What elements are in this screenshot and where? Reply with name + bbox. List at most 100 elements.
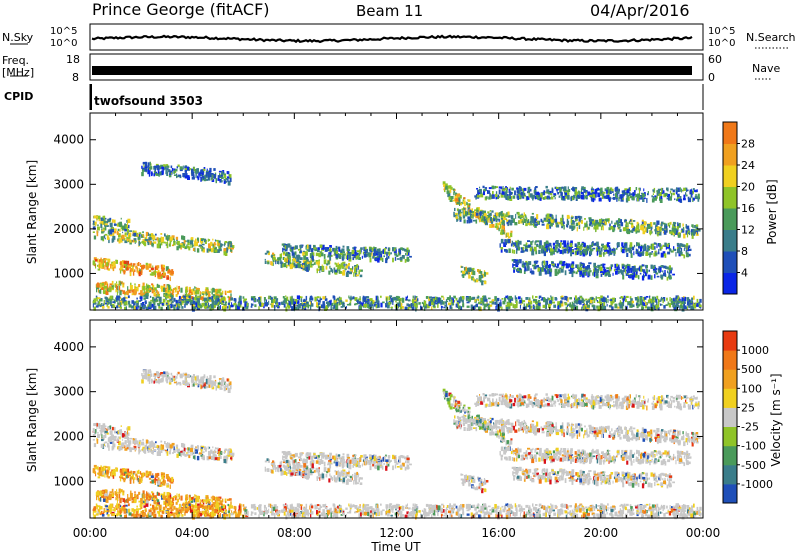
power-echo-cell	[631, 269, 635, 271]
power-echo-cell	[402, 247, 405, 251]
power-echo-cell	[338, 297, 341, 301]
power-echo-cell	[174, 168, 178, 172]
power-echo-cell	[152, 235, 156, 240]
power-echo-cell	[275, 298, 278, 304]
power-echo-cell	[124, 237, 126, 241]
power-echo-cell	[535, 296, 538, 298]
power-echo-cell	[629, 274, 633, 278]
power-echo-cell	[156, 290, 158, 293]
power-echo-cell	[590, 197, 593, 201]
power-echo-cell	[485, 221, 487, 224]
power-echo-cell	[549, 217, 551, 222]
power-echo-cell	[157, 170, 160, 174]
power-echo-cell	[629, 195, 633, 199]
power-echo-cell	[544, 196, 547, 200]
power-echo-cell	[471, 268, 474, 272]
freq-tick-bottom: 8	[72, 71, 79, 84]
power-echo-cell	[516, 187, 519, 190]
power-echo-cell	[148, 301, 152, 306]
power-echo-cell	[660, 223, 663, 227]
power-echo-cell	[501, 218, 504, 220]
power-echo-cell	[535, 299, 538, 303]
velocity-echoes	[92, 369, 702, 520]
power-echo-cell	[103, 290, 107, 295]
power-echo-cell	[173, 288, 176, 290]
power-echo-cell	[529, 300, 533, 305]
power-echo-cell	[594, 268, 597, 271]
power-echo-cell	[285, 261, 288, 264]
power-echo-cell	[567, 298, 569, 301]
velocity-echo-cell	[181, 443, 184, 448]
power-echo-cell	[588, 270, 592, 273]
power-echo-cell	[208, 296, 210, 301]
power-echo-cell	[470, 211, 474, 214]
power-echo-cell	[441, 306, 443, 311]
power-echo-cell	[586, 304, 590, 308]
power-echo-cell	[97, 264, 99, 267]
power-echo-cell	[641, 305, 644, 308]
power-echo-cell	[675, 228, 679, 232]
power-echo-cell	[130, 262, 132, 267]
power-echo-cell	[570, 270, 574, 273]
power-echo-cell	[486, 215, 488, 218]
power-echo-cell	[203, 167, 206, 171]
velocity-echo-cell	[127, 447, 131, 450]
power-echo-cell	[100, 220, 104, 225]
power-echo-cell	[678, 198, 681, 202]
power-echo-cell	[416, 298, 418, 301]
power-echo-cell	[407, 306, 410, 310]
power-echo-cell	[311, 297, 314, 301]
power-echo-cell	[615, 268, 619, 270]
power-echo-cell	[290, 264, 294, 268]
power-echo-cell	[564, 302, 568, 306]
power-echo-cell	[550, 196, 554, 200]
power-echo-cell	[584, 222, 587, 226]
power-echo-cell	[243, 298, 247, 301]
power-echo-cell	[674, 230, 676, 234]
power-echo-cell	[126, 238, 130, 241]
power-echo-cell	[442, 181, 446, 185]
power-echo-cell	[569, 297, 572, 300]
power-echo-cell	[676, 198, 679, 202]
power-echo-cell	[213, 168, 216, 171]
power-echo-cell	[324, 306, 328, 311]
power-echo-cell	[156, 265, 160, 269]
power-echo-cell	[218, 306, 220, 309]
power-echo-cell	[688, 253, 691, 257]
power-echo-cell	[109, 228, 112, 231]
power-echo-cell	[215, 295, 219, 299]
power-echo-cell	[122, 297, 126, 299]
power-echo-cell	[495, 300, 498, 305]
power-echo-cell	[137, 300, 139, 305]
power-echo-cell	[466, 267, 469, 273]
power-echo-cell	[501, 224, 505, 229]
power-echo-cell	[685, 194, 688, 197]
power-echo-cell	[387, 304, 390, 309]
power-echo-cell	[282, 300, 286, 304]
power-echo-cell	[551, 187, 554, 190]
power-echo-cell	[532, 264, 535, 267]
power-echo-cell	[337, 265, 341, 270]
power-echo-cell	[139, 305, 141, 310]
power-echo-cell	[226, 171, 229, 175]
power-echo-cell	[145, 231, 149, 236]
power-echo-cell	[127, 289, 131, 294]
power-echo-cell	[399, 302, 401, 307]
power-echo-cell	[602, 221, 606, 226]
power-echo-cell	[668, 196, 671, 201]
power-echo-cell	[490, 194, 493, 200]
power-echo-cell	[519, 268, 522, 274]
power-echo-cell	[501, 229, 505, 232]
power-echo-cell	[450, 299, 452, 305]
power-echo-cell	[541, 220, 544, 224]
power-echo-cell	[285, 295, 287, 298]
power-echo-cell	[282, 296, 285, 299]
power-echo-cell	[451, 301, 454, 306]
power-echo-cell	[229, 177, 232, 182]
power-echo-cell	[200, 297, 204, 300]
power-echo-cell	[185, 294, 189, 298]
power-echo-cell	[221, 302, 224, 305]
power-echo-cell	[677, 193, 680, 198]
power-echo-cell	[302, 266, 305, 271]
